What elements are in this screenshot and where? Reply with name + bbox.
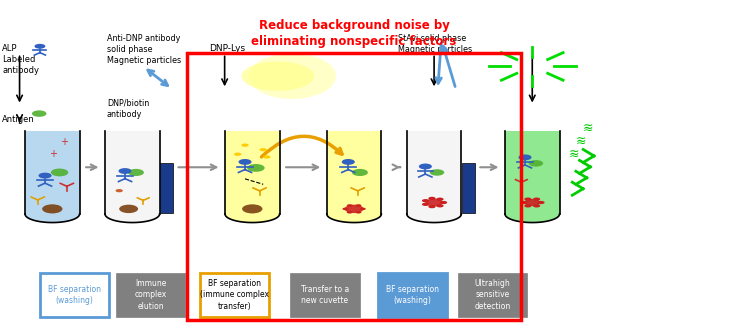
Circle shape [347,204,353,207]
Text: BF separation
(washing): BF separation (washing) [47,285,101,305]
Text: StAvi solid phase
Magnetic particles: StAvi solid phase Magnetic particles [398,34,472,54]
Circle shape [537,201,545,204]
Circle shape [352,169,368,176]
Text: Reduce background noise by
eliminating nonspecific factors: Reduce background noise by eliminating n… [251,19,457,49]
Text: +: + [49,149,57,159]
Circle shape [426,198,443,206]
Circle shape [437,197,444,201]
Ellipse shape [105,205,160,222]
Text: ≋: ≋ [569,148,579,160]
Text: BF separation
(immune complex
transfer): BF separation (immune complex transfer) [199,279,269,311]
Bar [105,132,160,214]
Circle shape [520,201,527,204]
Ellipse shape [505,205,559,222]
Text: DNP-Lys: DNP-Lys [209,44,245,53]
Text: Anti-DNP antibody
solid phase
Magnetic particles: Anti-DNP antibody solid phase Magnetic p… [107,34,181,65]
Circle shape [347,211,353,214]
Ellipse shape [25,205,80,222]
Circle shape [260,148,267,151]
Circle shape [128,169,144,176]
Circle shape [39,173,52,178]
FancyBboxPatch shape [116,273,185,317]
Circle shape [242,204,263,214]
Bar [160,163,173,214]
Bar [461,163,474,214]
Text: DNP/biotin
antibody: DNP/biotin antibody [107,99,149,119]
FancyBboxPatch shape [458,273,527,317]
Ellipse shape [242,62,314,91]
Bar [407,132,461,214]
Circle shape [242,144,249,147]
Circle shape [524,197,531,201]
Circle shape [342,159,355,165]
Circle shape [356,211,361,214]
Text: Antigen: Antigen [2,115,35,124]
Bar [505,132,559,214]
Circle shape [264,155,270,159]
Ellipse shape [327,205,381,222]
Text: Transfer to a
new cuvette: Transfer to a new cuvette [301,285,349,305]
Circle shape [42,204,63,214]
Circle shape [51,169,69,176]
Text: +: + [60,137,68,147]
Text: Immune
complex
elution: Immune complex elution [134,279,166,311]
Circle shape [345,205,364,213]
Circle shape [356,204,361,207]
Circle shape [419,164,432,169]
Circle shape [524,199,540,206]
FancyBboxPatch shape [199,273,269,317]
Circle shape [524,204,531,208]
Bar [25,132,80,214]
Text: BF separation
(washing): BF separation (washing) [385,285,439,305]
Text: Ultrahigh
sensitive
detection: Ultrahigh sensitive detection [474,279,510,311]
Text: ≋: ≋ [583,121,593,134]
Text: ≋: ≋ [576,134,586,148]
Circle shape [430,169,445,176]
Circle shape [234,153,242,156]
Circle shape [34,44,45,49]
Circle shape [360,208,366,210]
Circle shape [115,189,123,192]
Circle shape [533,197,540,201]
Circle shape [119,205,138,213]
Bar [225,132,280,214]
Circle shape [422,203,429,206]
FancyBboxPatch shape [291,273,360,317]
Circle shape [32,110,47,117]
Circle shape [422,199,429,202]
Ellipse shape [249,53,336,99]
Circle shape [429,197,436,200]
Text: ALP
Labeled
antibody: ALP Labeled antibody [2,44,39,75]
Ellipse shape [225,205,280,222]
Ellipse shape [407,205,461,222]
Bar [327,132,381,214]
FancyBboxPatch shape [39,273,109,317]
Circle shape [247,164,265,172]
Circle shape [518,154,531,160]
Circle shape [118,168,131,174]
Circle shape [529,160,543,167]
Circle shape [437,204,444,207]
FancyBboxPatch shape [377,273,447,317]
Circle shape [342,208,348,210]
Circle shape [440,201,447,204]
Circle shape [533,204,540,208]
Circle shape [429,205,436,208]
Circle shape [239,159,252,165]
